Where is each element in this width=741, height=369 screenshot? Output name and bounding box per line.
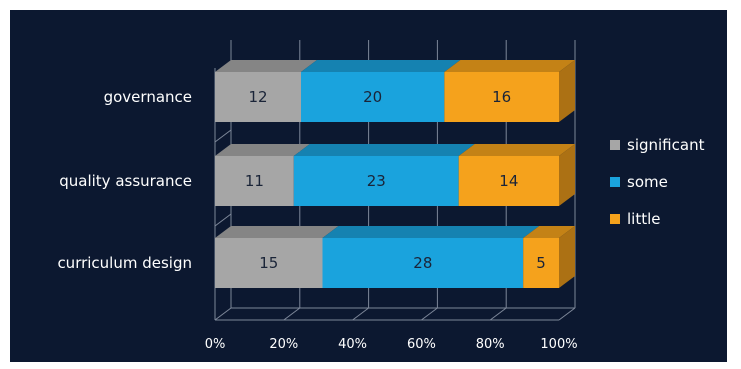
floor-gridline <box>352 307 369 321</box>
bar-segment-significant <box>215 60 317 122</box>
bar-segment-some <box>301 60 461 122</box>
x-tick-label: 100% <box>540 337 577 352</box>
category-divider <box>214 213 232 227</box>
bar-segment-significant <box>215 144 310 206</box>
x-tick-label: 80% <box>476 337 505 352</box>
bar-segment-little <box>444 60 575 122</box>
floor-gridline <box>283 307 301 321</box>
x-tick-label: 0% <box>205 337 226 352</box>
bar-segment-some <box>293 144 475 206</box>
data-label: 23 <box>367 172 386 190</box>
category-label: governance <box>104 88 192 106</box>
bar-segment-little <box>458 144 575 206</box>
legend-label: some <box>627 173 668 191</box>
data-label: 15 <box>259 254 278 272</box>
category-label: quality assurance <box>59 172 192 190</box>
legend-swatch <box>610 177 620 187</box>
data-label: 16 <box>492 88 511 106</box>
floor-gridline <box>421 307 438 321</box>
bar-segment-some <box>322 226 540 288</box>
x-tick-label: 20% <box>269 337 298 352</box>
bar-segment-significant <box>215 226 339 288</box>
legend-swatch <box>610 214 620 224</box>
category-label: curriculum design <box>57 254 192 272</box>
x-tick-label: 40% <box>338 337 367 352</box>
legend-label: little <box>627 210 661 228</box>
data-label: 14 <box>499 172 518 190</box>
stacked-bar-chart: 0% 20% 40% 60% 80% 100% 12 20 16 governance 11 23 14… <box>57 40 705 352</box>
data-label: 12 <box>248 88 267 106</box>
data-label: 11 <box>245 172 264 190</box>
x-tick-label: 60% <box>407 337 436 352</box>
legend-label: significant <box>627 136 705 154</box>
bar-segment-little <box>523 226 575 288</box>
floor-gridline <box>558 307 576 321</box>
data-label: 20 <box>363 88 382 106</box>
floor-gridline <box>489 307 507 321</box>
legend-swatch <box>610 140 620 150</box>
data-label: 28 <box>413 254 432 272</box>
category-divider <box>214 129 232 143</box>
chart-panel: 0% 20% 40% 60% 80% 100% 12 20 16 governance 11 23 14… <box>10 10 727 362</box>
data-label: 5 <box>536 254 546 272</box>
floor-gridline <box>214 307 232 321</box>
